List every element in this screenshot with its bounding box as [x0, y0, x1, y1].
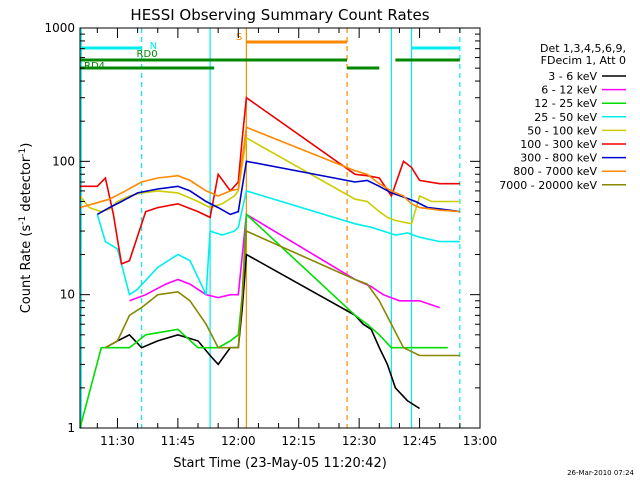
- x-axis-label: Start Time (23-May-05 11:20:42): [173, 456, 387, 471]
- y-tick-label-1: 10: [60, 288, 75, 302]
- series-line-0: [105, 253, 421, 410]
- legend: Det 1,3,4,5,6,9, FDecim 1, Att 0 3 - 6 k…: [499, 42, 626, 192]
- y-axis-label-mid: detector: [19, 156, 34, 216]
- series-line-7: [79, 126, 460, 213]
- series-line-5: [80, 96, 460, 266]
- segment-label-0: N: [150, 41, 157, 52]
- legend-label-3: 25 - 50 keV: [534, 111, 597, 124]
- legend-header-line1: Det 1,3,4,5,6,9,: [540, 42, 626, 55]
- legend-header-line2: FDecim 1, Att 0: [541, 54, 626, 67]
- x-tick-label-6: 13:00: [463, 434, 498, 448]
- legend-label-8: 7000 - 20000 keV: [499, 179, 597, 192]
- y-axis-label-sup1: -1: [18, 216, 28, 225]
- legend-label-7: 800 - 7000 keV: [513, 165, 597, 178]
- y-tick-label-0: 1: [67, 421, 75, 435]
- y-axis-label-main: Count Rate (s: [19, 225, 34, 314]
- segment-label-7: S: [236, 32, 242, 43]
- x-tick-label-2: 12:00: [221, 434, 256, 448]
- legend-label-1: 6 - 12 keV: [541, 84, 597, 97]
- x-tick-label-0: 11:30: [100, 434, 135, 448]
- x-tick-label-3: 12:15: [281, 434, 316, 448]
- series-line-8: [105, 229, 460, 357]
- x-tick-label-4: 12:30: [342, 434, 377, 448]
- y-axis-label-end: ): [19, 143, 34, 148]
- series-line-3: [96, 189, 460, 297]
- legend-label-4: 50 - 100 keV: [527, 124, 597, 137]
- plot-frame: [79, 27, 481, 429]
- chart-title: HESSI Observing Summary Count Rates: [130, 6, 429, 24]
- series-line-6: [96, 160, 461, 216]
- legend-label-2: 12 - 25 keV: [534, 97, 597, 110]
- y-axis-label-sup2: -1: [18, 148, 28, 157]
- footer-timestamp: 26-Mar-2010 07:24: [567, 469, 634, 477]
- series-line-2: [79, 212, 448, 429]
- y-tick-label-3: 1000: [44, 21, 75, 35]
- x-tick-label-5: 12:45: [402, 434, 437, 448]
- segment-label-5: RD4: [84, 61, 105, 72]
- legend-label-5: 100 - 300 keV: [520, 138, 597, 151]
- series-line-1: [129, 213, 440, 309]
- legend-label-0: 3 - 6 keV: [548, 70, 597, 83]
- y-tick-label-2: 100: [52, 154, 75, 168]
- segment-label-2: RD0: [137, 49, 158, 60]
- legend-label-6: 300 - 800 keV: [520, 152, 597, 165]
- series-line-4: [79, 136, 460, 225]
- y-axis-label: Count Rate (s-1 detector-1): [18, 143, 34, 314]
- x-tick-label-1: 11:45: [161, 434, 196, 448]
